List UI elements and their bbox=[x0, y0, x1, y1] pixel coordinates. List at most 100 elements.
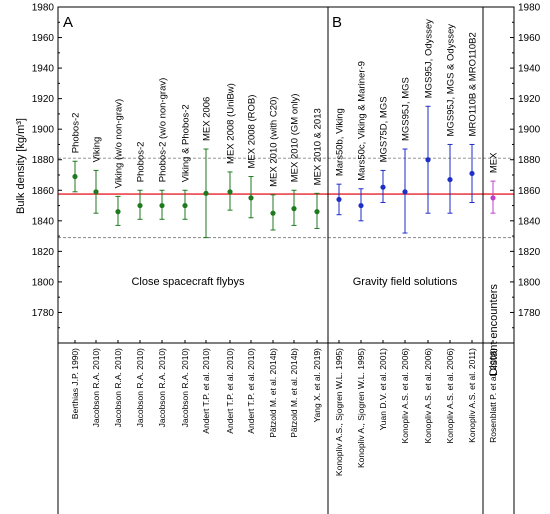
point-label: MGS75D, MGS bbox=[379, 96, 390, 162]
data-point bbox=[425, 157, 431, 163]
x-tick-label: Andert T.P. et al. 2010) bbox=[225, 348, 235, 434]
data-point-group bbox=[182, 189, 188, 220]
label-layer: A B Close spacecraft flybys Gravity field s… bbox=[63, 14, 500, 476]
y-axis-label: Bulk density [kg/m³] bbox=[15, 118, 27, 214]
data-point-group bbox=[336, 183, 342, 216]
point-label: MGS95J, Odyssey bbox=[424, 19, 435, 98]
x-tick-label: Konopliv A.S. et al. 2006) bbox=[400, 348, 410, 444]
data-point bbox=[182, 202, 188, 209]
data-point-group bbox=[270, 194, 276, 231]
x-tick-label: Yang X. et al. 2019) bbox=[312, 348, 322, 423]
point-label: Phobos-2 bbox=[136, 142, 147, 183]
y-tick-label-right: 1840 bbox=[518, 216, 541, 227]
y-tick-label-left: 1860 bbox=[32, 186, 55, 197]
x-tick-label: Jacobson R.A. 2010) bbox=[113, 348, 123, 428]
panel-letter-a: A bbox=[63, 14, 73, 31]
y-tick-label-left: 1800 bbox=[32, 277, 55, 288]
data-point-group bbox=[291, 189, 297, 226]
panel-caption-flybys: Close spacecraft flybys bbox=[131, 276, 245, 288]
data-point bbox=[227, 189, 233, 195]
point-label: MEX 2008 (ROB) bbox=[247, 95, 258, 169]
data-point-group bbox=[115, 195, 121, 226]
point-label: Phobos-2 bbox=[71, 113, 82, 154]
y-tick-label-left: 1880 bbox=[32, 155, 55, 166]
point-label: MRO110B & MRO110B2 bbox=[468, 32, 479, 136]
data-point bbox=[469, 170, 475, 177]
panel-caption-distant: Distant encounters bbox=[488, 284, 500, 376]
point-label: Mars50b, Viking bbox=[335, 108, 346, 176]
data-point bbox=[270, 210, 276, 216]
data-point-group bbox=[358, 188, 364, 222]
y-tick-label-right: 1780 bbox=[518, 308, 541, 319]
x-tick-label: Pätzold M. et al. 2014b) bbox=[268, 348, 278, 438]
data-point bbox=[93, 189, 99, 195]
x-tick-label: Rosenblatt P. et al. 2008) bbox=[488, 348, 498, 443]
y-tick-label-left: 1780 bbox=[32, 308, 55, 319]
data-point bbox=[336, 196, 342, 203]
point-label: Viking bbox=[92, 137, 103, 163]
point-label: Phobos-2 (w/o non-grav) bbox=[158, 78, 169, 183]
x-tick-label: Andert T.P. et al. 2010) bbox=[246, 348, 256, 434]
y-tick-label-left: 1920 bbox=[32, 94, 55, 105]
y-tick-label-right: 1940 bbox=[518, 64, 541, 75]
data-point-group bbox=[425, 105, 431, 214]
data-point bbox=[358, 202, 364, 209]
data-point-group bbox=[159, 189, 165, 220]
data-point bbox=[203, 190, 209, 196]
y-tick-label-left: 1940 bbox=[32, 64, 55, 75]
data-point bbox=[248, 195, 254, 201]
point-label: Mars50c, Viking & Mariner-9 bbox=[357, 61, 368, 181]
x-tick-label: Jacobson R.A. 2010) bbox=[135, 348, 145, 428]
data-point-group bbox=[248, 176, 254, 219]
x-tick-label: Konopliv A.S. et al. 2006) bbox=[423, 348, 433, 444]
x-tick-label: Jacobson R.A. 2010) bbox=[180, 348, 190, 428]
data-point bbox=[72, 173, 78, 180]
y-tick-label-right: 1880 bbox=[518, 155, 541, 166]
data-point bbox=[490, 195, 496, 201]
data-point bbox=[115, 209, 121, 215]
y-tick-label-left: 1960 bbox=[32, 33, 55, 44]
data-point bbox=[314, 209, 320, 215]
grid-layer bbox=[58, 157, 514, 239]
y-tick-label-left: 1900 bbox=[32, 125, 55, 136]
x-tick-label: Konopliv A., Sjogren W.L. 1995) bbox=[356, 348, 366, 468]
y-tick-label-right: 1800 bbox=[518, 277, 541, 288]
x-tick-label: Konopliv A.S., Sjogren W.L. 1995) bbox=[334, 348, 344, 476]
data-layer bbox=[72, 105, 496, 239]
point-label: MEX 2008 (UniBw) bbox=[226, 83, 237, 164]
data-point-group bbox=[490, 180, 496, 214]
point-label: MGS95J, MGS bbox=[401, 77, 412, 141]
x-tick-label: Konopliv A.S. et al. 2006) bbox=[445, 348, 455, 444]
x-tick-label: Konopliv A.S. et al. 2011) bbox=[467, 348, 477, 443]
point-label: MGS95J, MGS & Odyssey bbox=[446, 24, 457, 137]
data-point bbox=[159, 202, 165, 209]
y-tick-label-right: 1980 bbox=[518, 3, 541, 14]
point-label: Viking (w/o non-grav) bbox=[114, 99, 125, 189]
data-point-group bbox=[203, 148, 209, 239]
data-point-group bbox=[137, 189, 143, 220]
axis-layer: 1780 1780 1800 1800 1820 1820 1840 1840 1860 1860… bbox=[32, 3, 541, 514]
panel-caption-gravity: Gravity field solutions bbox=[353, 276, 458, 288]
x-tick-label: Pätzold M. et al. 2014b) bbox=[289, 348, 299, 438]
point-label: MEX 2006 bbox=[202, 97, 213, 141]
y-tick-label-left: 1840 bbox=[32, 216, 55, 227]
data-point bbox=[291, 206, 297, 212]
point-label: MEX 2010 & 2013 bbox=[313, 108, 324, 185]
point-label: Viking & Phobos-2 bbox=[181, 104, 192, 182]
data-point-group bbox=[380, 169, 386, 203]
data-point-group bbox=[72, 160, 78, 193]
data-point-group bbox=[447, 143, 453, 214]
y-tick-label-left: 1980 bbox=[32, 3, 55, 14]
x-tick-label: Jacobson R.A. 2010) bbox=[157, 348, 167, 428]
point-label: MEX 2010 (with C20) bbox=[269, 97, 280, 187]
data-point-group bbox=[227, 171, 233, 211]
y-tick-label-right: 1860 bbox=[518, 186, 541, 197]
data-point-group bbox=[93, 169, 99, 214]
y-tick-label-right: 1900 bbox=[518, 125, 541, 136]
data-point bbox=[137, 202, 143, 209]
x-tick-label: Andert T.P. et al. 2010) bbox=[201, 348, 211, 434]
panel-letter-b: B bbox=[332, 14, 342, 31]
x-tick-label: Berthias J.P. 1990) bbox=[70, 348, 80, 419]
x-tick-label: Jacobson R.A. 2010) bbox=[91, 348, 101, 428]
